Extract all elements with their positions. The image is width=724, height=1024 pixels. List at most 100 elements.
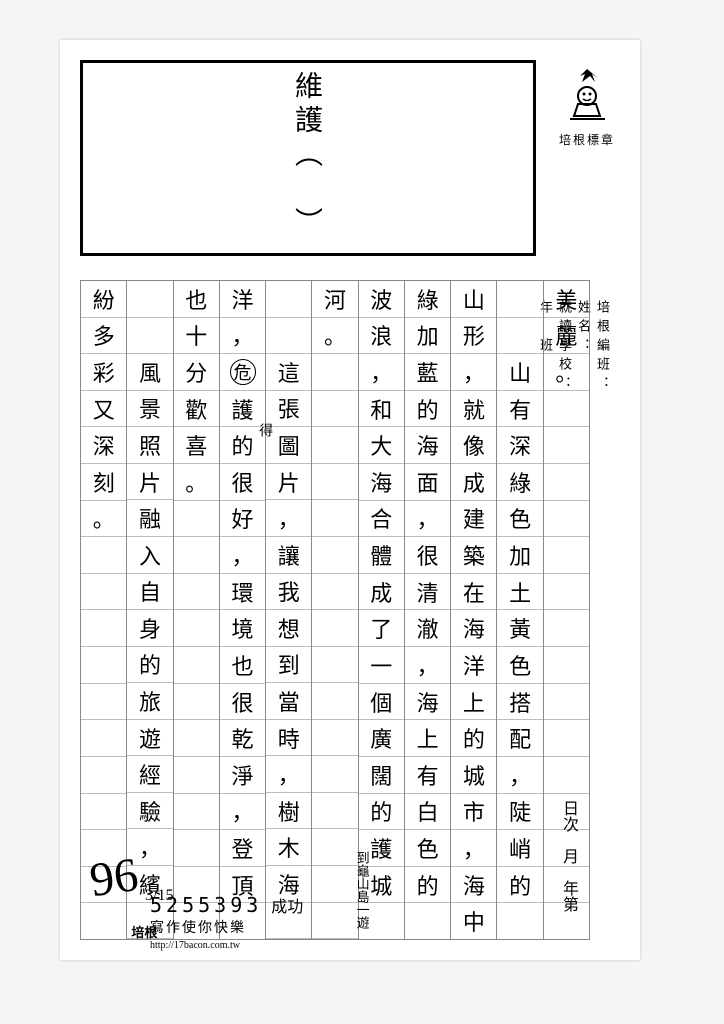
grid-cell: ，: [220, 318, 265, 355]
grid-cell: 多: [81, 318, 126, 355]
header-labels: 培根編班： 姓名： 就讀學校： 年 班: [590, 290, 612, 1000]
grid-cell: 建: [451, 501, 496, 538]
grid-cell: 麗: [544, 318, 589, 355]
grid-cell: [312, 829, 357, 866]
grid-cell: 片: [266, 464, 311, 501]
grid-cell: 色: [405, 830, 450, 867]
grid-cell: ，: [220, 794, 265, 831]
label-class: 培根編班：: [593, 300, 612, 940]
footer-url: http://17bacon.com.tw: [150, 940, 240, 951]
grid-cell: [81, 574, 126, 611]
grid-cell: [497, 318, 542, 355]
grid-cell: ，: [220, 537, 265, 574]
grid-cell: [312, 537, 357, 574]
grid-cell: [174, 720, 219, 757]
grid-cell: 入: [127, 537, 172, 574]
grid-cell: 洋: [220, 281, 265, 318]
grid-cell: [544, 647, 589, 684]
grid-cell: [405, 903, 450, 939]
grid-cell: 境: [220, 610, 265, 647]
grid-cell: ，: [405, 501, 450, 538]
grid-cell: [544, 501, 589, 538]
grid-cell: 木: [266, 829, 311, 866]
footer-success: 成功: [271, 899, 303, 916]
grid-cell: 深: [497, 427, 542, 464]
grid-cell: 深: [81, 427, 126, 464]
grid-cell: 自: [127, 574, 172, 611]
grid-cell: 身: [127, 610, 172, 647]
grid-cell: [174, 647, 219, 684]
grid-cell: 歡: [174, 391, 219, 428]
grid-cell: [312, 574, 357, 611]
grid-column: 風景照片融入自身的旅遊經驗，繽培根: [126, 280, 172, 940]
grid-cell: 洋: [451, 647, 496, 684]
grid-cell: [497, 281, 542, 318]
grid-cell: 很: [220, 464, 265, 501]
grid-cell: 闊: [359, 757, 404, 794]
grid-cell: [174, 794, 219, 831]
grid-cell: 清: [405, 574, 450, 611]
grid-cell: 旅: [127, 683, 172, 720]
grid-cell: [312, 683, 357, 720]
grid-cell: 面: [405, 464, 450, 501]
grid-cell: [81, 684, 126, 721]
grid-cell: 土: [497, 574, 542, 611]
grid-cell: [497, 903, 542, 939]
grid-cell: 危: [220, 354, 265, 391]
grid-cell: 彩: [81, 354, 126, 391]
grid-cell: 。: [312, 318, 357, 355]
grid-cell: 風: [127, 354, 172, 391]
grid-cell: 波: [359, 281, 404, 318]
grid-cell: 陡: [497, 794, 542, 831]
grid-cell: [174, 537, 219, 574]
grid-cell: 經: [127, 756, 172, 793]
grid-cell: 中: [451, 903, 496, 939]
grid-cell: [312, 793, 357, 830]
grid-cell: 山: [451, 281, 496, 318]
grid-cell: 的: [451, 720, 496, 757]
margin-note-guishan: 到龜山島一遊: [353, 851, 372, 929]
grid-cell: 又: [81, 391, 126, 428]
grid-cell: [312, 500, 357, 537]
stamp-area: 培根標章: [552, 64, 622, 148]
grid-cell: [544, 537, 589, 574]
grid-cell: 市: [451, 794, 496, 831]
grid-cell: 黃: [497, 610, 542, 647]
grid-cell: ，: [405, 647, 450, 684]
grid-cell: 上: [451, 684, 496, 721]
grid-cell: 的: [497, 867, 542, 904]
footer-number: 5255393: [150, 893, 262, 917]
grid-cell: 美: [544, 281, 589, 318]
grid-cell: [312, 756, 357, 793]
grid-cell: [174, 830, 219, 867]
grid-cell: 紛: [81, 281, 126, 318]
grid-column: 洋，危護的很好，環境也很乾淨，登頂: [219, 280, 265, 940]
grid-cell: ，: [451, 354, 496, 391]
grid-cell: 了: [359, 610, 404, 647]
footer: 5255393 成功 寫作使你快樂 http://17bacon.com.tw: [150, 893, 303, 952]
grid-cell: 浪: [359, 318, 404, 355]
grid-cell: [312, 610, 357, 647]
grid-cell: 到: [266, 647, 311, 684]
grid-cell: [174, 610, 219, 647]
grid-cell: 很: [220, 684, 265, 721]
worksheet-sheet: 維護（ ） 培根標章 培根編班： 姓名： 就讀學校： 年 班 美麗。山有深綠色加…: [60, 40, 640, 960]
grid-cell: 的: [220, 427, 265, 464]
grid-cell: 加: [405, 318, 450, 355]
grid-cell: 色: [497, 501, 542, 538]
grid-cell: 十: [174, 318, 219, 355]
grid-cell: 讓: [266, 537, 311, 574]
grid-cell: 上: [405, 720, 450, 757]
grid-cell: 驗: [127, 793, 172, 830]
grid-cell: 海: [405, 684, 450, 721]
footer-slogan: 寫作使你快樂: [150, 921, 246, 936]
grid-cell: 海: [451, 610, 496, 647]
grid-column: 河。到龜山島一遊: [311, 280, 357, 940]
grid-cell: [174, 574, 219, 611]
grid-cell: [544, 684, 589, 721]
grid-cell: 一: [359, 647, 404, 684]
grid-cell: 融: [127, 500, 172, 537]
grid-cell: 很: [405, 537, 450, 574]
grid-cell: ，: [359, 354, 404, 391]
grid-cell: 張: [266, 391, 311, 428]
